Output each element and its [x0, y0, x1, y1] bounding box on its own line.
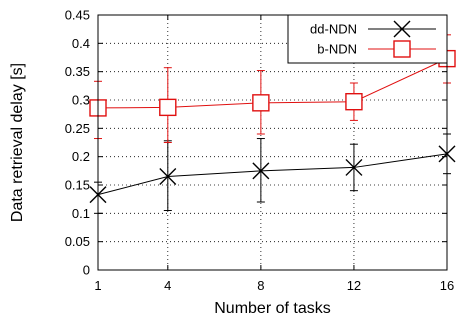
x-marker-stroke: [159, 168, 177, 185]
legend-label: b-NDN: [317, 42, 357, 57]
series-dd-NDN: [89, 133, 456, 214]
square-marker: [393, 40, 411, 58]
y-tick-label: 0.45: [65, 8, 90, 23]
y-tick-label: 0.1: [72, 206, 90, 221]
series-line: [97, 153, 448, 196]
x-tick-label: 1: [94, 278, 101, 293]
axis-ticks: 0 0.05 0.1 0.15 0.2 0.25 0.3 0.35 0.4 0.45 1 4 8 12 16: [65, 8, 455, 294]
grid: [98, 15, 447, 270]
x-marker-stroke: [345, 158, 363, 176]
x-marker: [393, 20, 411, 38]
y-tick-label: 0.2: [72, 149, 90, 164]
x-tick-label: 4: [164, 278, 171, 293]
legend-box: [287, 14, 448, 64]
x-marker: [159, 168, 177, 185]
x-marker: [345, 158, 363, 176]
series-line: [97, 58, 448, 109]
y-tick-label: 0.25: [65, 121, 90, 136]
y-tick-label: 0: [83, 263, 90, 278]
plot-area: [97, 14, 448, 271]
square-marker: [345, 92, 363, 111]
x-tick-label: 12: [347, 278, 361, 293]
x-tick-label: 8: [257, 278, 264, 293]
square-marker: [252, 94, 270, 112]
x-marker-stroke: [252, 162, 270, 180]
square-marker: [159, 98, 177, 117]
y-tick-label: 0.15: [65, 178, 90, 193]
x-marker-stroke: [393, 20, 411, 38]
y-tick-label: 0.05: [65, 234, 90, 249]
y-tick-label: 0.4: [72, 36, 90, 51]
y-tick-label: 0.3: [72, 93, 90, 108]
x-tick-label: 16: [440, 278, 454, 293]
y-axis-label: Data retrieval delay [s]: [9, 63, 26, 222]
x-axis-label: Number of tasks: [214, 300, 330, 317]
series: [89, 34, 456, 214]
legend: dd-NDN b-NDN: [287, 14, 448, 64]
x-marker: [252, 162, 270, 180]
legend-label: dd-NDN: [310, 22, 357, 37]
y-tick-label: 0.35: [65, 64, 90, 79]
